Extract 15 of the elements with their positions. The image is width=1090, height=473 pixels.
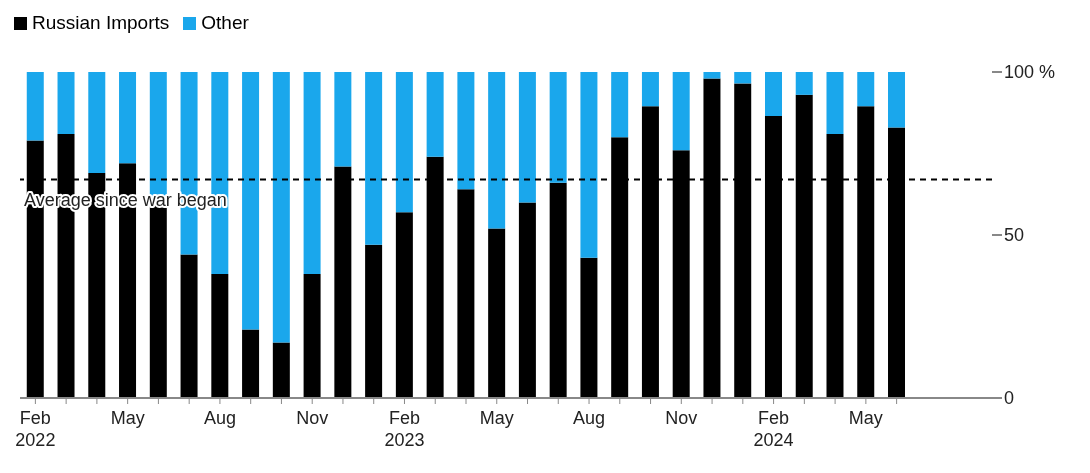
legend-label: Russian Imports [31, 12, 170, 34]
x-tick-label: May [848, 408, 883, 428]
legend-label: Other [200, 12, 249, 34]
x-tick-label: Feb 2023 [384, 408, 425, 450]
y-tick-label: 0 [1004, 388, 1015, 409]
x-tick-label: May [110, 408, 145, 428]
x-tick-label: May [479, 408, 514, 428]
x-tick-label: Nov [665, 408, 698, 428]
x-tick-label: Aug [573, 408, 606, 428]
x-tick-label: Aug [203, 408, 236, 428]
y-tick-label: 50 [1004, 225, 1025, 246]
x-tick-label: Feb 2024 [753, 408, 794, 450]
y-tick-label: 100 % [1004, 62, 1056, 83]
x-tick-label: Feb 2022 [15, 408, 56, 450]
x-tick-label: Nov [296, 408, 329, 428]
